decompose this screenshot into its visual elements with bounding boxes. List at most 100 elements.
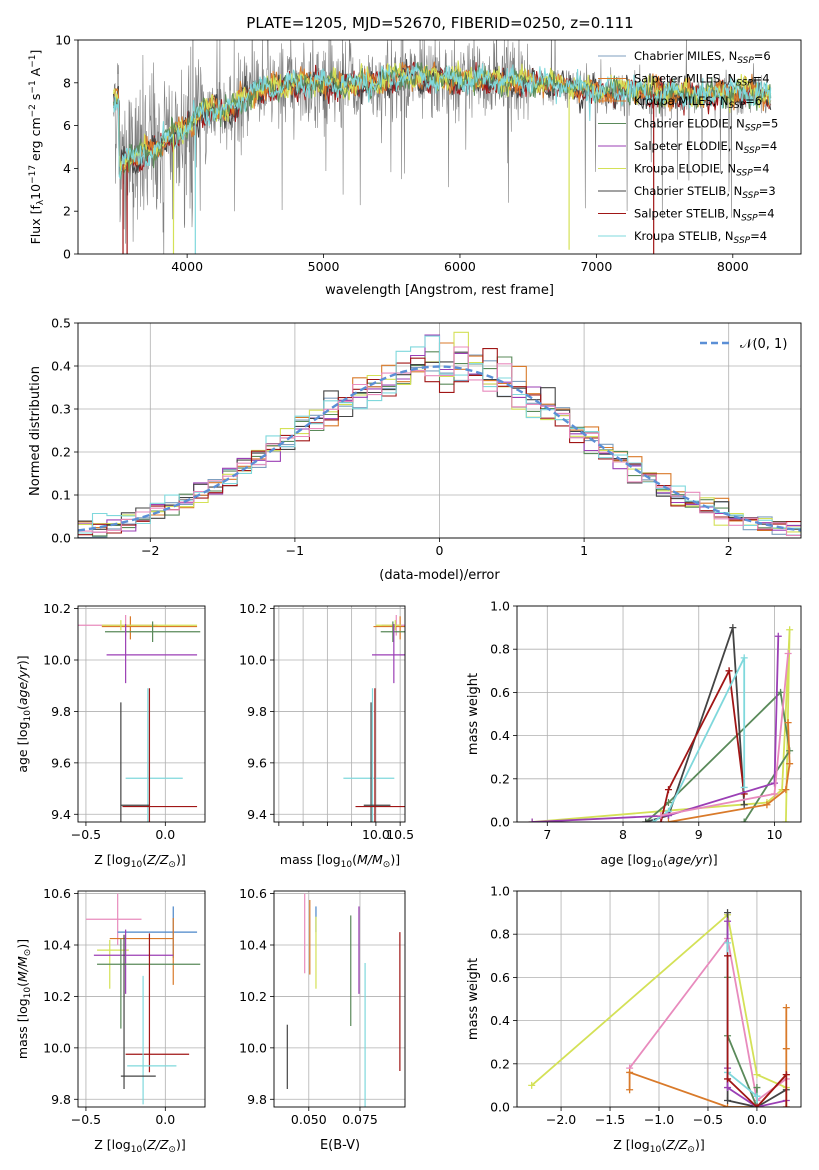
y-tick-label: 10.6 xyxy=(239,886,267,901)
label-part: =4 xyxy=(753,162,770,176)
y-tick-label: 0.8 xyxy=(490,927,510,942)
y-tick-label: 6 xyxy=(63,118,71,133)
z-weight-axes: −2.0 −1.5 −1.0 −0.5 0.0 0.0 0.2 0.4 0.6 0.8 1.0 Z [… xyxy=(466,884,802,1155)
label-part: Z/Z xyxy=(665,1137,688,1152)
weight-marker xyxy=(763,801,771,809)
x-tick-label: 0 xyxy=(436,543,444,558)
weight-marker xyxy=(724,1097,732,1105)
label-part: =3 xyxy=(759,184,776,198)
weight-marker xyxy=(782,786,790,794)
label-part: )] xyxy=(15,655,30,665)
y-tick-label: 1.0 xyxy=(490,884,510,899)
label-part: ( xyxy=(142,1137,147,1152)
label-part: mass [log xyxy=(15,998,30,1059)
y-tick-label: 10.4 xyxy=(239,938,267,953)
weight-marker xyxy=(753,1084,761,1092)
label-part: Chabrier ELODIE, N xyxy=(634,117,745,131)
figure-title: PLATE=1205, MJD=52670, FIBERID=0250, z=0… xyxy=(246,14,633,32)
ebv-mass-x-label: E(B-V) xyxy=(320,1138,360,1153)
weight-marker xyxy=(724,952,732,960)
z-mass-y-label: mass [log10(M/M⊙)] xyxy=(15,939,33,1059)
label-part: ( xyxy=(352,852,357,867)
x-tick-label: −0.5 xyxy=(71,1112,101,1127)
y-tick-label: 10.0 xyxy=(239,1040,267,1055)
x-tick-label: 8 xyxy=(619,827,627,842)
label-part: Z [log xyxy=(94,1137,130,1152)
weight-marker xyxy=(664,818,672,822)
weight-marker xyxy=(753,1071,761,1079)
weight-marker xyxy=(626,1068,634,1076)
y-tick-label: 0.3 xyxy=(51,402,71,417)
y-tick-label: 0.5 xyxy=(51,316,71,331)
y-tick-label: 0.1 xyxy=(51,488,71,503)
weight-marker xyxy=(642,818,650,822)
label-part: ( xyxy=(15,982,30,987)
label-part: s xyxy=(28,94,43,105)
x-tick-label: −2.0 xyxy=(546,1112,576,1127)
label-part: )] xyxy=(708,852,718,867)
y-tick-label: 0.8 xyxy=(490,642,510,657)
weight-marker xyxy=(782,1004,790,1012)
x-tick-label: 1 xyxy=(580,543,588,558)
axes-frame xyxy=(516,605,802,823)
plot-area xyxy=(85,893,201,1105)
z-age-x-label: Z [log10(Z/Z⊙)] xyxy=(94,852,185,870)
y-tick-label: 10 xyxy=(55,33,71,48)
z-mass-x-label: Z [log10(Z/Z⊙)] xyxy=(94,1137,185,1155)
age-weight-y-label: mass weight xyxy=(466,673,481,755)
label-part: SSP xyxy=(737,56,754,66)
label-part: =4 xyxy=(753,72,770,86)
weight-marker xyxy=(782,1071,790,1079)
x-tick-label: 0.0 xyxy=(155,827,175,842)
hist-step-series xyxy=(78,335,801,534)
label-part: =5 xyxy=(761,117,778,131)
label-part: λ xyxy=(36,199,46,205)
label-part: ⊙ xyxy=(168,1145,176,1155)
label-part: SSP xyxy=(736,79,753,89)
spectrum-y-label: Flux [fλ10−17 erg cm−2 s−1 A−1] xyxy=(28,50,46,245)
y-tick-label: 10.2 xyxy=(239,989,267,1004)
x-tick-label: 5000 xyxy=(308,259,340,274)
legend-label: Chabrier STELIB, NSSP=3 xyxy=(634,184,776,201)
label-part: ] xyxy=(28,50,43,55)
y-tick-label: 0.2 xyxy=(490,1056,510,1071)
x-tick-label: 8000 xyxy=(717,259,749,274)
label-part: Kroupa STELIB, N xyxy=(634,229,734,243)
x-tick-label: 0.0 xyxy=(155,1112,175,1127)
axes-frame xyxy=(273,605,406,823)
z-weight-x-label: Z [log10(Z/Z⊙)] xyxy=(613,1137,704,1155)
y-tick-label: 10.0 xyxy=(43,1040,71,1055)
hist-legend-label: 𝒩(0, 1) xyxy=(740,337,787,352)
label-part: Salpeter ELODIE, N xyxy=(634,139,744,153)
weight-marker xyxy=(740,818,748,822)
weight-marker xyxy=(784,650,792,658)
weight-marker xyxy=(724,1084,732,1092)
z-mass-axes: −0.5 0.09.810.010.210.410.6Z [log10(Z/Z⊙)… xyxy=(15,886,206,1155)
label-part: Z [log xyxy=(613,1137,649,1152)
label-part: ( xyxy=(15,705,30,710)
weight-marker xyxy=(724,1103,732,1107)
y-tick-label: 10.2 xyxy=(239,601,267,616)
y-tick-label: 10.0 xyxy=(43,653,71,668)
mass-age-x-label: mass [log10(M/M⊙)] xyxy=(280,852,400,870)
label-part: ( xyxy=(142,852,147,867)
label-part: ⊙ xyxy=(168,860,176,870)
label-part: =4 xyxy=(750,229,767,243)
x-tick-label: 10.5 xyxy=(386,827,414,842)
weight-line xyxy=(668,722,791,822)
z-weight-y-label: mass weight xyxy=(466,958,481,1040)
x-tick-label: 7 xyxy=(543,827,551,842)
legend-label: Salpeter ELODIE, NSSP=4 xyxy=(634,139,777,156)
legend-label: Chabrier ELODIE, NSSP=5 xyxy=(634,117,778,134)
plot-area xyxy=(286,893,401,1107)
label-part: SSP xyxy=(729,101,746,111)
label-part: )] xyxy=(390,852,400,867)
spectrum-data-line xyxy=(113,40,771,254)
weight-marker xyxy=(782,1103,790,1107)
label-part: Z/Z xyxy=(146,1137,169,1152)
y-tick-label: 9.6 xyxy=(51,755,71,770)
label-part: Salpeter STELIB, N xyxy=(634,207,741,221)
label-part: )] xyxy=(15,939,30,949)
